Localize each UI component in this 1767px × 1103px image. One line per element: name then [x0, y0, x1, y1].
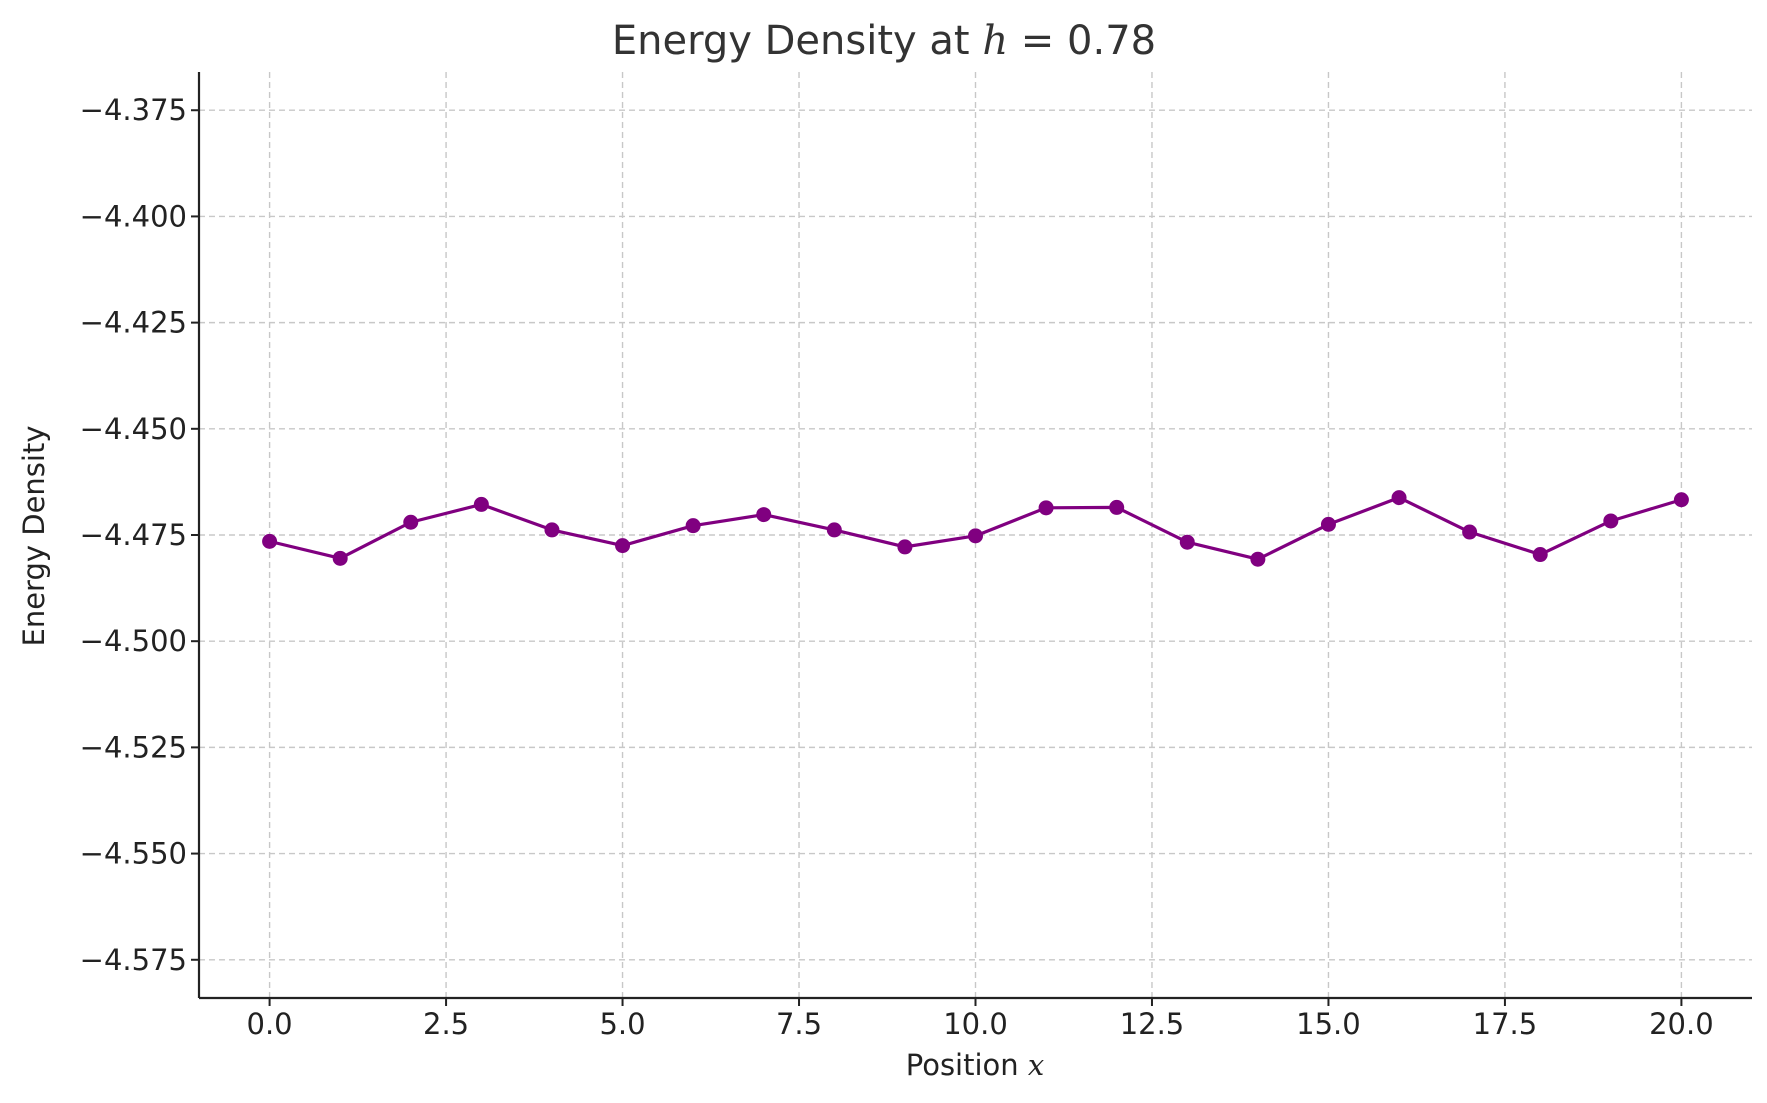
chart-title: Energy Density at h = 0.78: [612, 18, 1156, 64]
data-point: [262, 533, 278, 549]
data-point: [1179, 534, 1195, 550]
data-point: [897, 539, 913, 555]
x-tick-label: 10.0: [943, 1007, 1008, 1041]
y-tick-label: −4.425: [80, 306, 187, 340]
data-point: [473, 496, 489, 512]
x-axis-label: Position x: [906, 1048, 1045, 1082]
data-point: [1603, 513, 1619, 529]
y-tick-label: −4.500: [80, 624, 187, 658]
x-tick-label: 0.0: [247, 1007, 293, 1041]
data-point: [1391, 490, 1407, 506]
y-tick-label: −4.575: [80, 943, 187, 977]
data-point: [826, 522, 842, 538]
y-tick-label: −4.550: [80, 837, 187, 871]
data-point: [1462, 524, 1478, 540]
x-tick-label: 12.5: [1120, 1007, 1185, 1041]
data-point: [968, 528, 983, 544]
data-point: [1109, 499, 1125, 515]
data-point: [403, 514, 419, 530]
x-tick-label: 2.5: [423, 1007, 469, 1041]
y-tick-label: −4.525: [80, 730, 187, 764]
y-tick-label: −4.450: [80, 412, 187, 446]
data-point: [1038, 500, 1054, 516]
data-point: [1673, 492, 1689, 508]
series-layer: [262, 490, 1689, 567]
data-point: [756, 507, 772, 523]
y-tick-label: −4.475: [80, 518, 187, 552]
x-tick-label: 15.0: [1296, 1007, 1361, 1041]
data-point: [615, 538, 631, 554]
y-tick-label: −4.375: [80, 93, 187, 127]
data-point: [544, 522, 560, 538]
x-tick-label: 20.0: [1649, 1007, 1714, 1041]
data-point: [685, 518, 701, 534]
data-point: [1320, 516, 1336, 532]
x-tick-label: 5.0: [599, 1007, 645, 1041]
ticks: 0.0 2.5 5.0 7.5 10.0 12.5 15.0 17.5 20.0 −4.375 −4…: [80, 93, 1714, 1041]
y-tick-label: −4.400: [80, 199, 187, 233]
y-axis-label: Energy Density: [17, 426, 51, 647]
x-tick-label: 17.5: [1473, 1007, 1538, 1041]
data-point: [332, 550, 348, 566]
x-tick-label: 7.5: [776, 1007, 822, 1041]
data-point: [1250, 551, 1266, 567]
data-point: [1532, 547, 1548, 563]
